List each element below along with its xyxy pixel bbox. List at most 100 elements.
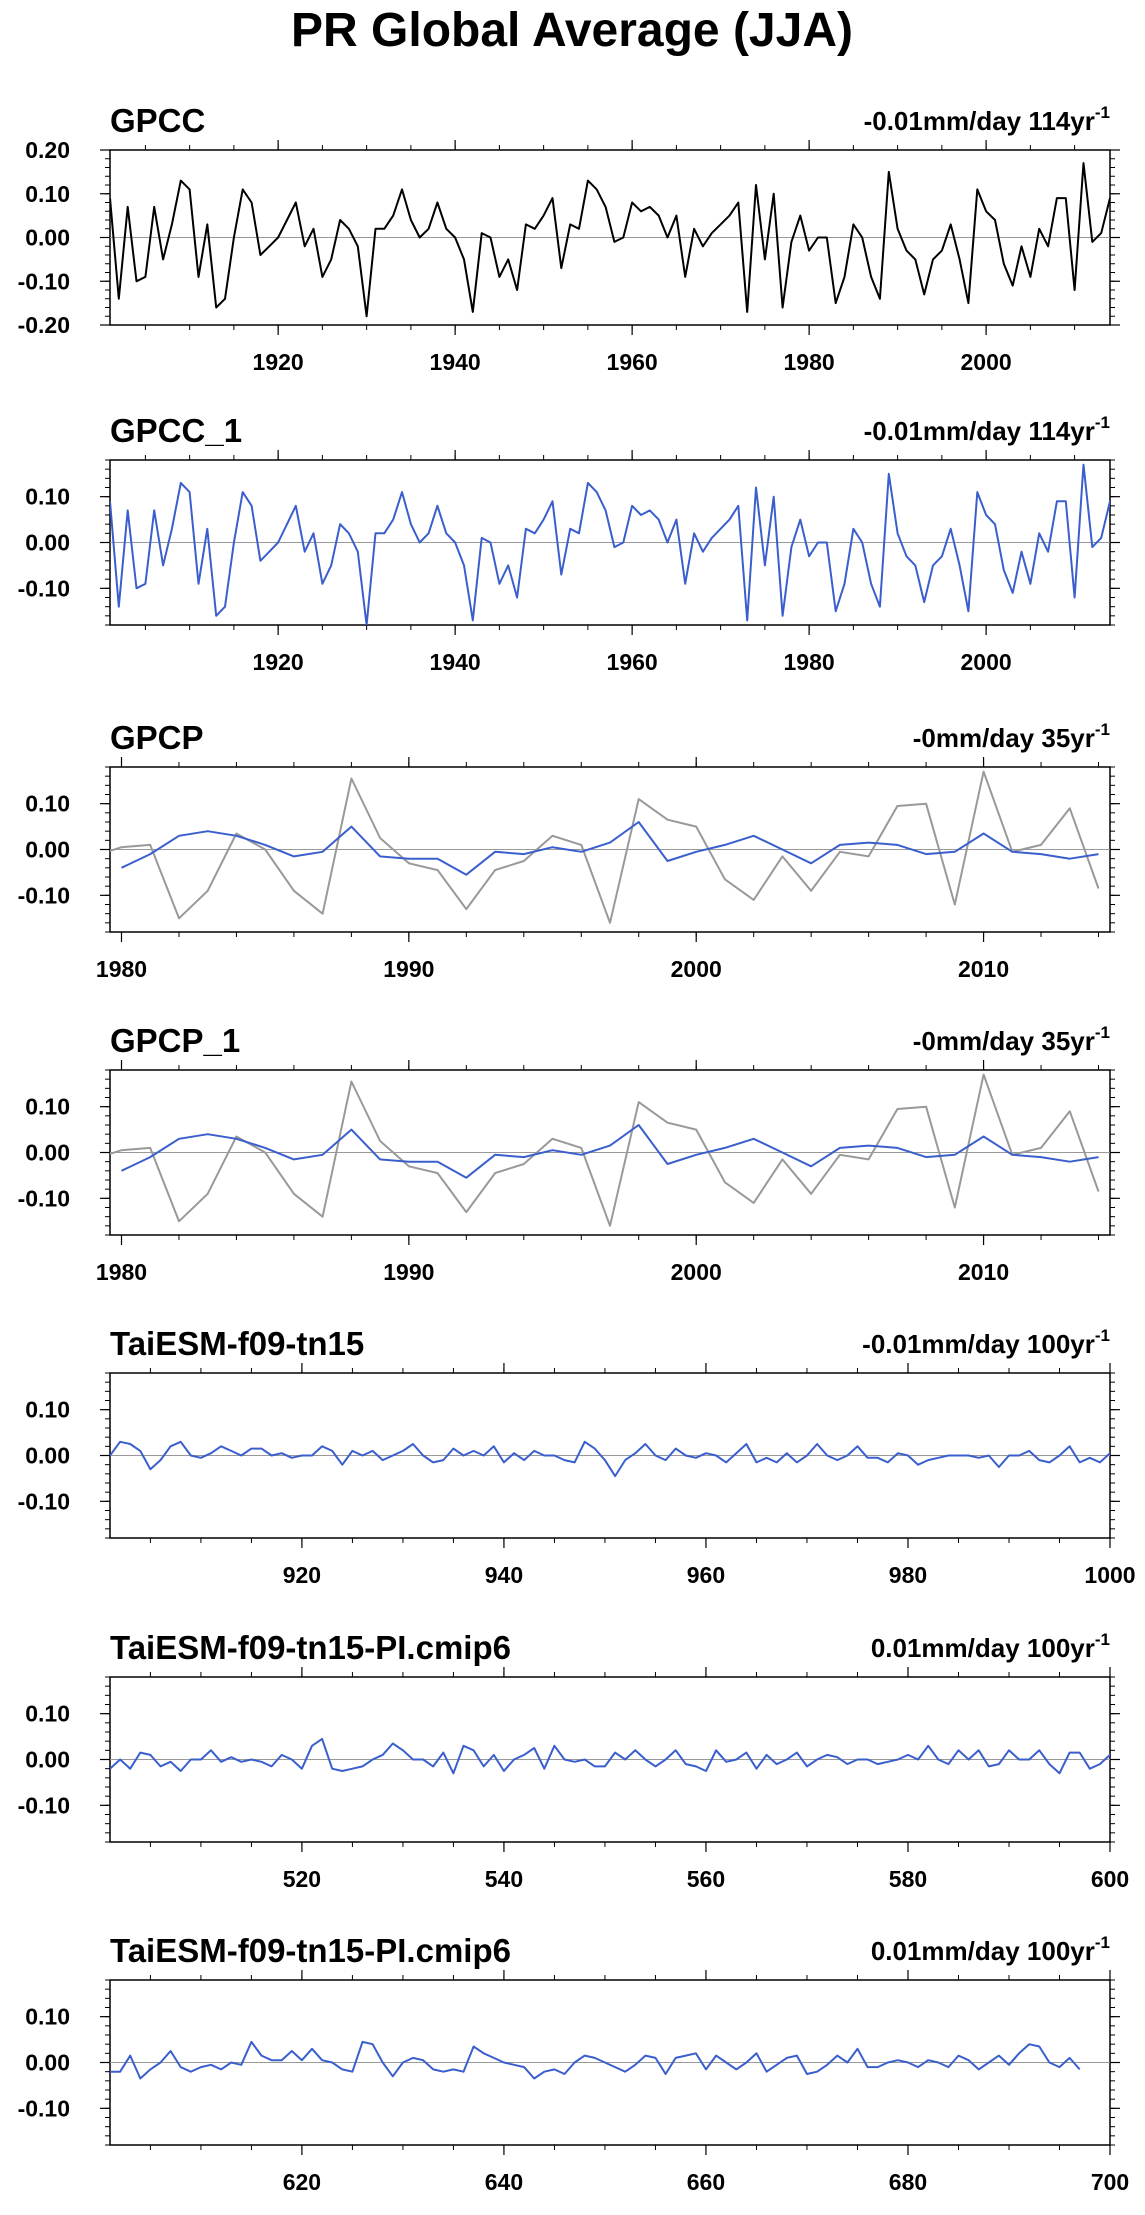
x-tick-label: 600 — [1091, 1866, 1129, 1892]
series-line-1 — [110, 1737, 1110, 1775]
series-line-1 — [110, 162, 1110, 318]
x-tick-label: 2000 — [961, 349, 1012, 375]
page-title: PR Global Average (JJA) — [291, 4, 853, 57]
panel-title: GPCC_1 — [110, 412, 242, 449]
trend-exponent: -1 — [1095, 413, 1110, 432]
x-tick-label: 540 — [485, 1866, 523, 1892]
x-tick-label: 1980 — [784, 649, 835, 675]
trend-label: 0.01mm/day 100yr-1 — [871, 1630, 1110, 1663]
x-tick-label: 1960 — [607, 349, 658, 375]
x-tick-label: 1980 — [96, 1259, 147, 1285]
trend-exponent: -1 — [1095, 1630, 1110, 1649]
x-tick-label: 2010 — [958, 956, 1009, 982]
y-tick-label: -0.10 — [18, 1792, 70, 1818]
x-tick-label: 1980 — [784, 349, 835, 375]
y-tick-label: 0.00 — [25, 837, 70, 863]
panel-7: TaiESM-f09-tn15-PI.cmip6 0.01mm/day 100yr… — [18, 1932, 1130, 2195]
series-line-1 — [110, 770, 1100, 924]
series-line-1 — [110, 2040, 1081, 2080]
series-line-2 — [121, 821, 1099, 876]
x-tick-label: 1000 — [1084, 1562, 1135, 1588]
panel-title: TaiESM-f09-tn15-PI.cmip6 — [110, 1629, 511, 1666]
trend-label: -0.01mm/day 114yr-1 — [864, 413, 1110, 446]
chart-panels: GPCC -0.01mm/day 114yr-10.200.100.00-0.10… — [18, 102, 1136, 2195]
x-tick-label: 1990 — [383, 1259, 434, 1285]
y-tick-label: -0.10 — [18, 1185, 70, 1211]
series-line-1 — [110, 1440, 1110, 1478]
y-tick-label: 0.10 — [25, 1701, 70, 1727]
x-tick-label: 1920 — [253, 649, 304, 675]
trend-value: -0mm/day 35yr — [913, 723, 1095, 753]
y-tick-label: -0.10 — [18, 1488, 70, 1514]
trend-value: -0mm/day 35yr — [913, 1026, 1095, 1056]
trend-exponent: -1 — [1095, 1933, 1110, 1952]
y-tick-label: 0.10 — [25, 181, 70, 207]
x-tick-label: 560 — [687, 1866, 725, 1892]
panel-title: GPCP — [110, 719, 204, 756]
x-tick-label: 2000 — [961, 649, 1012, 675]
trend-exponent: -1 — [1095, 103, 1110, 122]
trend-label: -0mm/day 35yr-1 — [913, 720, 1110, 753]
x-tick-label: 620 — [283, 2169, 321, 2195]
x-tick-label: 940 — [485, 1562, 523, 1588]
trend-value: 0.01mm/day 100yr — [871, 1633, 1095, 1663]
y-tick-label: 0.20 — [25, 137, 70, 163]
x-tick-label: 1920 — [253, 349, 304, 375]
trend-label: 0.01mm/day 100yr-1 — [871, 1933, 1110, 1966]
x-tick-label: 1960 — [607, 649, 658, 675]
trend-exponent: -1 — [1095, 720, 1110, 739]
trend-value: 0.01mm/day 100yr — [871, 1936, 1095, 1966]
panel-title: TaiESM-f09-tn15-PI.cmip6 — [110, 1932, 511, 1969]
y-tick-label: 0.10 — [25, 2004, 70, 2030]
x-tick-label: 660 — [687, 2169, 725, 2195]
y-tick-label: -0.10 — [18, 882, 70, 908]
x-tick-label: 1990 — [383, 956, 434, 982]
trend-label: -0.01mm/day 100yr-1 — [862, 1326, 1110, 1359]
x-tick-label: 680 — [889, 2169, 927, 2195]
panel-title: TaiESM-f09-tn15 — [110, 1325, 364, 1362]
trend-exponent: -1 — [1095, 1023, 1110, 1042]
y-tick-label: 0.00 — [25, 530, 70, 556]
y-tick-label: 0.10 — [25, 484, 70, 510]
y-tick-label: 0.10 — [25, 791, 70, 817]
x-tick-label: 1980 — [96, 956, 147, 982]
panel-6: TaiESM-f09-tn15-PI.cmip6 0.01mm/day 100yr… — [18, 1629, 1130, 1892]
trend-label: -0.01mm/day 114yr-1 — [864, 103, 1110, 136]
y-tick-label: 0.00 — [25, 1140, 70, 1166]
panel-1: GPCC -0.01mm/day 114yr-1 0.20 0.10 0.00 -0.10… — [18, 102, 1120, 375]
y-tick-label: 0.00 — [25, 225, 70, 251]
x-tick-label: 920 — [283, 1562, 321, 1588]
y-tick-label: 0.00 — [25, 1443, 70, 1469]
panel-title: GPCP_1 — [110, 1022, 240, 1059]
x-tick-label: 960 — [687, 1562, 725, 1588]
x-tick-label: 2000 — [671, 956, 722, 982]
y-tick-label: -0.10 — [18, 2095, 70, 2121]
panel-5: TaiESM-f09-tn15 -0.01mm/day 100yr-1 0.10 0.… — [18, 1325, 1136, 1588]
series-line-2 — [121, 1124, 1099, 1179]
x-tick-label: 580 — [889, 1866, 927, 1892]
panel-title: GPCC — [110, 102, 205, 139]
y-tick-label: 0.10 — [25, 1094, 70, 1120]
x-tick-label: 700 — [1091, 2169, 1129, 2195]
y-tick-label: -0.10 — [18, 268, 70, 294]
trend-value: -0.01mm/day 100yr — [862, 1329, 1095, 1359]
panel-2: GPCC_1 -0.01mm/day 114yr-1 0.10 0.00 -0.10 19… — [18, 412, 1120, 675]
panel-3: GPCP -0mm/day 35yr-1 0.10 0.00 -0.10 1980 1990… — [18, 719, 1120, 982]
series-line-1 — [110, 1073, 1100, 1227]
y-tick-label: -0.20 — [18, 312, 70, 338]
series-line-1 — [110, 463, 1110, 625]
y-tick-label: -0.10 — [18, 575, 70, 601]
x-tick-label: 1940 — [430, 649, 481, 675]
x-tick-label: 2010 — [958, 1259, 1009, 1285]
trend-value: -0.01mm/day 114yr — [864, 106, 1095, 136]
x-tick-label: 640 — [485, 2169, 523, 2195]
x-tick-label: 520 — [283, 1866, 321, 1892]
trend-label: -0mm/day 35yr-1 — [913, 1023, 1110, 1056]
x-tick-label: 980 — [889, 1562, 927, 1588]
y-tick-label: 0.10 — [25, 1397, 70, 1423]
y-tick-label: 0.00 — [25, 2050, 70, 2076]
trend-exponent: -1 — [1095, 1326, 1110, 1345]
panel-4: GPCP_1 -0mm/day 35yr-1 0.10 0.00 -0.10 1980 19… — [18, 1022, 1120, 1285]
x-tick-label: 2000 — [671, 1259, 722, 1285]
